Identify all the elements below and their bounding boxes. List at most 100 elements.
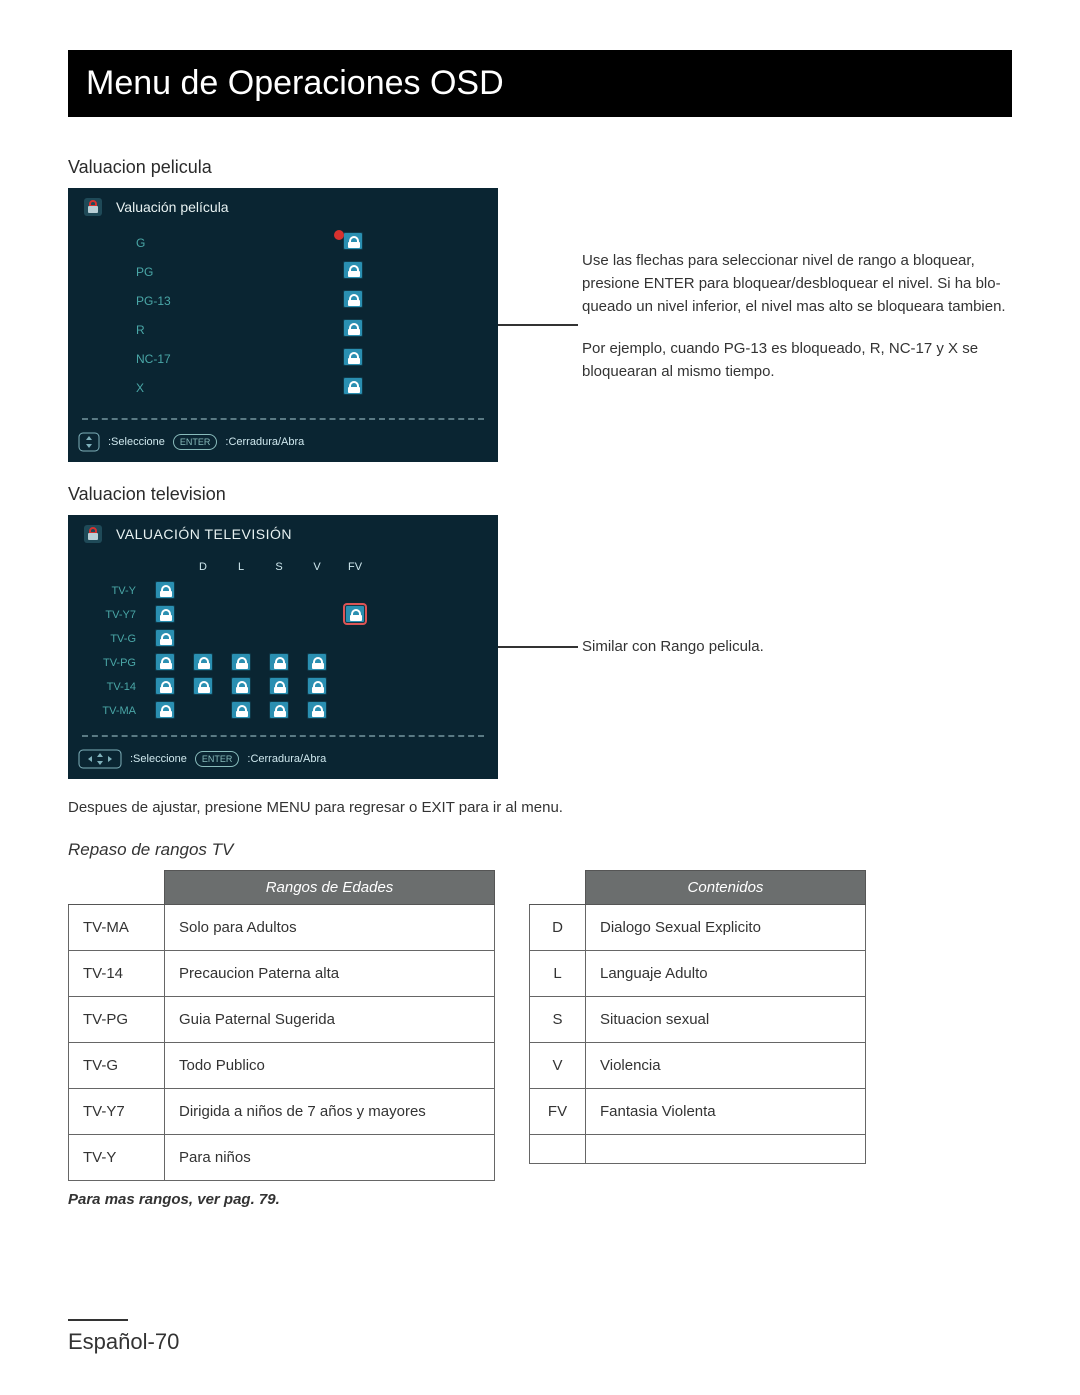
- tv-column-header: S: [260, 555, 298, 579]
- lock-icon: [155, 605, 175, 623]
- movie-osd-panel: Valuación película GPGPG-13RNC-17X :Sele…: [68, 188, 498, 462]
- tv-lock-cell[interactable]: [336, 627, 374, 651]
- movie-lock-cell[interactable]: [328, 319, 378, 340]
- tv-lock-cell[interactable]: [222, 603, 260, 627]
- table-row: TV-PGGuia Paternal Sugerida: [69, 997, 495, 1043]
- tv-lock-cell[interactable]: [336, 579, 374, 603]
- lock-header-icon: [82, 196, 104, 218]
- lock-icon: [155, 701, 175, 719]
- tv-lock-cell[interactable]: [184, 699, 222, 723]
- lock-icon: [231, 677, 251, 695]
- age-code-cell: TV-G: [69, 1043, 165, 1089]
- movie-lock-cell[interactable]: [328, 348, 378, 369]
- tv-lock-cell[interactable]: [298, 579, 336, 603]
- lock-icon: [193, 677, 213, 695]
- lock-icon: [343, 290, 363, 308]
- movie-rating-label: NC-17: [68, 352, 208, 366]
- table-row: [530, 1135, 866, 1164]
- tv-rating-row[interactable]: TV-PG: [82, 651, 374, 675]
- tv-rating-row[interactable]: TV-14: [82, 675, 374, 699]
- movie-rows: GPG PG-13 R NC-17 X: [68, 224, 498, 412]
- movie-side-text: Use las flechas para seleccionar nivel d…: [578, 249, 1008, 401]
- tv-lock-cell[interactable]: [146, 579, 184, 603]
- lock-icon: [269, 677, 289, 695]
- tv-lock-cell[interactable]: [260, 579, 298, 603]
- tv-lock-cell[interactable]: [336, 651, 374, 675]
- movie-rating-row[interactable]: R: [68, 315, 498, 344]
- tv-rating-row[interactable]: TV-MA: [82, 699, 374, 723]
- tv-lock-cell[interactable]: [222, 651, 260, 675]
- selection-indicator-icon: [334, 230, 344, 240]
- tv-lock-cell[interactable]: [146, 627, 184, 651]
- tv-lock-cell[interactable]: [336, 699, 374, 723]
- tv-lock-cell[interactable]: [336, 675, 374, 699]
- tv-rating-label: TV-Y: [82, 579, 146, 603]
- lock-icon: [307, 701, 327, 719]
- age-desc-cell: Solo para Adultos: [165, 905, 495, 951]
- table-row: FVFantasia Violenta: [530, 1089, 866, 1135]
- tv-lock-cell[interactable]: [146, 603, 184, 627]
- table-row: VViolencia: [530, 1043, 866, 1089]
- movie-rating-row[interactable]: PG: [68, 257, 498, 286]
- tv-lock-cell[interactable]: [184, 603, 222, 627]
- movie-lock-cell[interactable]: [328, 232, 378, 253]
- tv-lock-cell[interactable]: [184, 627, 222, 651]
- contents-header: Contenidos: [586, 871, 866, 905]
- age-desc-cell: Para niños: [165, 1135, 495, 1181]
- tv-lock-cell[interactable]: [298, 627, 336, 651]
- movie-rating-label: PG-13: [68, 294, 208, 308]
- tables-wrap: Rangos de EdadesTV-MASolo para AdultosTV…: [68, 870, 1012, 1181]
- tv-lock-cell[interactable]: [298, 699, 336, 723]
- tv-lock-cell[interactable]: [146, 651, 184, 675]
- tv-lock-cell[interactable]: [222, 627, 260, 651]
- tv-lock-cell[interactable]: [184, 675, 222, 699]
- tv-lock-cell[interactable]: [298, 651, 336, 675]
- tv-lock-cell[interactable]: [184, 651, 222, 675]
- movie-rating-row[interactable]: NC-17: [68, 344, 498, 373]
- tv-lock-cell[interactable]: [298, 603, 336, 627]
- movie-rating-row[interactable]: PG-13: [68, 286, 498, 315]
- footer-select-label: :Seleccione: [130, 753, 187, 765]
- content-code-cell: L: [530, 951, 586, 997]
- tv-lock-cell[interactable]: [260, 699, 298, 723]
- movie-rating-label: X: [68, 381, 208, 395]
- age-desc-cell: Dirigida a niños de 7 años y mayores: [165, 1089, 495, 1135]
- footer-lang: Español-: [68, 1329, 155, 1354]
- tv-rating-row[interactable]: TV-G: [82, 627, 374, 651]
- movie-lock-cell[interactable]: [328, 377, 378, 398]
- tv-lock-cell[interactable]: [222, 579, 260, 603]
- tv-lock-cell[interactable]: [260, 651, 298, 675]
- tv-lock-cell[interactable]: [260, 675, 298, 699]
- age-code-cell: TV-PG: [69, 997, 165, 1043]
- tv-panel-footer: :Seleccione ENTER :Cerradura/Abra: [68, 743, 498, 779]
- tv-lock-cell[interactable]: [298, 675, 336, 699]
- movie-panel-title: Valuación película: [116, 199, 229, 215]
- lock-icon: [343, 377, 363, 395]
- tv-rating-row[interactable]: TV-Y: [82, 579, 374, 603]
- content-code-cell: FV: [530, 1089, 586, 1135]
- movie-desc-p1: Use las flechas para seleccionar nivel d…: [582, 249, 1008, 319]
- page-title-bar: Menu de Operaciones OSD: [68, 50, 1012, 117]
- movie-row-container: Valuación película GPGPG-13RNC-17X :Sele…: [68, 188, 1012, 462]
- tv-lock-cell[interactable]: [222, 675, 260, 699]
- movie-rating-row[interactable]: X: [68, 373, 498, 402]
- lock-icon: [193, 653, 213, 671]
- tv-rating-row[interactable]: TV-Y7: [82, 603, 374, 627]
- movie-panel-header: Valuación película: [68, 188, 498, 224]
- section-title-tv: Valuacion television: [68, 484, 1012, 505]
- tv-lock-cell[interactable]: [222, 699, 260, 723]
- movie-lock-cell[interactable]: [328, 261, 378, 282]
- tv-table: DLSVFVTV-YTV-Y7TV-GTV-PGTV-14TV-MA: [82, 555, 374, 723]
- lock-icon: [155, 581, 175, 599]
- movie-rating-row[interactable]: G: [68, 228, 498, 257]
- tv-lock-cell[interactable]: [260, 603, 298, 627]
- tv-lock-cell[interactable]: [146, 675, 184, 699]
- tv-lock-cell[interactable]: [260, 627, 298, 651]
- tv-lock-cell[interactable]: [336, 603, 374, 627]
- content-code-cell: [530, 1135, 586, 1164]
- tv-lock-cell[interactable]: [146, 699, 184, 723]
- age-code-cell: TV-Y: [69, 1135, 165, 1181]
- tv-lock-cell[interactable]: [184, 579, 222, 603]
- tv-desc: Similar con Rango pelicula.: [582, 638, 764, 655]
- movie-lock-cell[interactable]: [328, 290, 378, 311]
